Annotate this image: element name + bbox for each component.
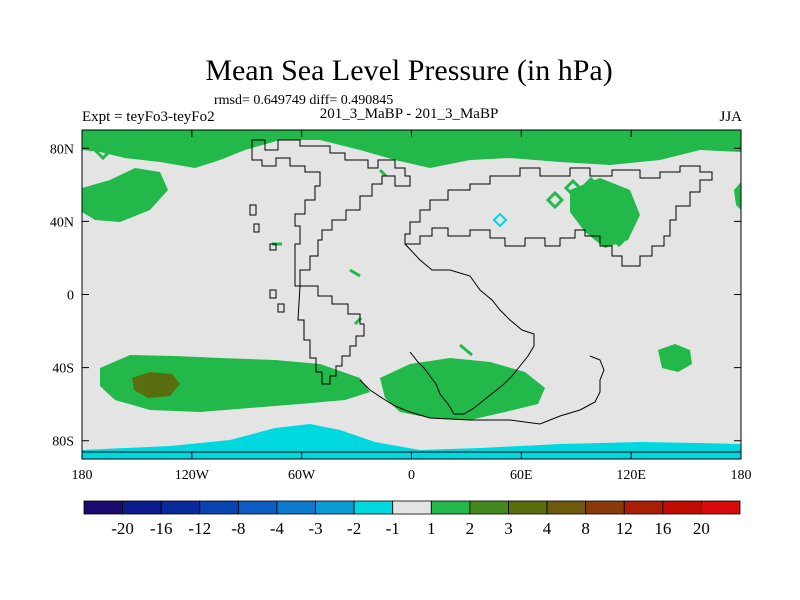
experiment-label: Expt = teyFo3-teyFo2 [82, 109, 215, 125]
hatch-asia [545, 176, 633, 248]
colorbar-label: -8 [231, 519, 245, 538]
coastline-eurasia-africa [404, 165, 713, 267]
colorbar-swatch [276, 500, 316, 515]
stats-label: rmsd= 0.649749 diff= 0.490845 [214, 93, 394, 108]
colorbar-label: -2 [347, 519, 361, 538]
colorbar-label: -16 [150, 519, 173, 538]
colorbar-label: -3 [308, 519, 322, 538]
colorbar-label: -1 [386, 519, 400, 538]
colorbar-swatch [315, 500, 355, 515]
colorbar-label: 4 [543, 519, 552, 538]
north-pacific-positive-region [82, 168, 168, 222]
x-tick-label: 60E [510, 468, 533, 483]
comparison-label: 201_3_MaBP - 201_3_MaBP [319, 106, 499, 122]
southeast-indian-positive-region [658, 344, 692, 372]
colorbar-swatch [353, 500, 394, 515]
coastline-north-america [251, 139, 411, 287]
colorbar-label: 8 [581, 519, 590, 538]
colorbar-swatch [469, 500, 509, 515]
x-tick-label: 180 [731, 468, 752, 483]
colorbar-label: 3 [504, 519, 513, 538]
hatch-indian-marker [492, 212, 508, 228]
antarctic-negative-region [82, 424, 741, 459]
y-tick-label: 80S [52, 435, 74, 450]
colorbar-swatch [623, 500, 664, 515]
noise-hatching [92, 139, 633, 415]
hatch-scattered [272, 168, 473, 357]
x-tick-label: 0 [408, 468, 415, 483]
hatch-south-atlantic [389, 361, 537, 415]
colorbar-label: -20 [111, 519, 134, 538]
x-tick-label: 180 [72, 468, 93, 483]
colorbar-label: 16 [654, 519, 671, 538]
colorbar-swatch [585, 500, 625, 515]
coastline-south-america [297, 285, 365, 385]
y-tick-label: 40N [50, 215, 74, 230]
south-pacific-core-region [132, 372, 180, 398]
y-tick-label: 80N [50, 142, 74, 157]
x-tick-label: 60W [288, 468, 316, 483]
colorbar-swatch [430, 500, 471, 515]
colorbar-swatch [83, 500, 123, 515]
colorbar-swatch [122, 500, 162, 515]
x-tick-label: 120E [616, 468, 646, 483]
colorbar-label: 2 [466, 519, 475, 538]
colorbar-label: 20 [693, 519, 710, 538]
season-label: JJA [719, 109, 742, 125]
coastline-africa [404, 243, 535, 415]
north-polar-positive-region [82, 130, 741, 168]
colorbar-swatch [508, 500, 548, 515]
chart-title: Mean Sea Level Pressure (in hPa) [205, 54, 613, 87]
y-tick-label: 0 [67, 289, 74, 304]
colorbar-swatch [237, 500, 278, 515]
colorbar-label: -12 [188, 519, 211, 538]
colorbar-label: -4 [270, 519, 285, 538]
colorbar-swatch [546, 500, 587, 515]
east-edge-positive-region [734, 182, 741, 210]
colorbar: -20 -16 -12 -8 -4 -3 -2 -1 1 2 3 4 8 12 16 20 [83, 500, 741, 538]
coastline-islands [249, 204, 285, 313]
south-pacific-positive-region [100, 355, 370, 412]
x-tick-label: 120W [175, 468, 210, 483]
colorbar-swatch [199, 500, 239, 515]
colorbar-label: 1 [427, 519, 436, 538]
colorbar-swatch [392, 500, 432, 515]
colorbar-swatch [662, 500, 702, 515]
hatch-arctic [92, 139, 230, 161]
map-field [82, 130, 741, 459]
coastline-antarctic-edge [359, 355, 605, 425]
colorbar-label: 12 [616, 519, 633, 538]
axes: 180 120W 60W 0 60E 120E 180 80N 40N 0 40S 80S [50, 130, 752, 483]
colorbar-swatch [701, 500, 741, 515]
colorbar-swatch [160, 500, 201, 515]
y-tick-label: 40S [52, 362, 74, 377]
